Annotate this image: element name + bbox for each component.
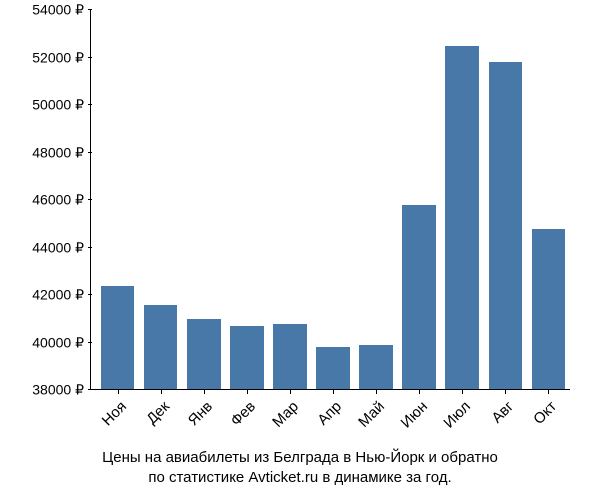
- bar: [273, 324, 307, 391]
- chart-caption: Цены на авиабилеты из Белграда в Нью-Йор…: [10, 448, 590, 489]
- bar: [489, 62, 523, 390]
- chart-container: 38000 ₽ 40000 ₽ 42000 ₽ 44000 ₽ 46000 ₽ 48000…: [0, 0, 600, 500]
- bar: [316, 347, 350, 390]
- x-tick-label: Апр: [314, 398, 345, 429]
- axis-line-x: [90, 389, 570, 390]
- plot-area: 38000 ₽40000 ₽42000 ₽44000 ₽46000 ₽48000…: [90, 10, 570, 390]
- x-tick-mark: [290, 390, 291, 394]
- bar-slot: Авг: [484, 10, 527, 390]
- bar-slot: Фев: [225, 10, 268, 390]
- y-tick-label: 38000 ₽: [32, 382, 84, 399]
- x-tick-label: Май: [355, 398, 388, 431]
- x-tick-mark: [376, 390, 377, 394]
- bars-region: НояДекЯнвФевМарАпрМайИюнИюлАвгОкт: [90, 10, 570, 390]
- y-tick-label: 44000 ₽: [32, 239, 84, 256]
- bar-slot: Янв: [182, 10, 225, 390]
- bar-slot: Июн: [398, 10, 441, 390]
- bar: [402, 205, 436, 390]
- x-tick-label: Янв: [185, 398, 216, 429]
- x-tick-label: Окт: [531, 398, 561, 428]
- bar: [101, 286, 135, 391]
- y-tick-label: 50000 ₽: [32, 97, 84, 114]
- bar-slot: Мар: [268, 10, 311, 390]
- x-tick-mark: [462, 390, 463, 394]
- y-tick-label: 42000 ₽: [32, 287, 84, 304]
- bar: [144, 305, 178, 391]
- x-tick-mark: [333, 390, 334, 394]
- x-tick-label: Дек: [143, 398, 173, 428]
- y-tick-label: 52000 ₽: [32, 49, 84, 66]
- y-tick-label: 54000 ₽: [32, 2, 84, 19]
- x-tick-label: Июн: [398, 398, 431, 431]
- bar-slot: Окт: [527, 10, 570, 390]
- x-tick-mark: [161, 390, 162, 394]
- bar-slot: Ноя: [96, 10, 139, 390]
- x-tick-mark: [204, 390, 205, 394]
- x-tick-mark: [118, 390, 119, 394]
- bar-slot: Апр: [311, 10, 354, 390]
- bar: [187, 319, 221, 390]
- bar-slot: Июл: [441, 10, 484, 390]
- caption-line-1: Цены на авиабилеты из Белграда в Нью-Йор…: [30, 448, 570, 468]
- bar-slot: Май: [355, 10, 398, 390]
- x-tick-label: Фев: [227, 398, 259, 430]
- x-tick-label: Июл: [441, 398, 475, 432]
- x-tick-mark: [247, 390, 248, 394]
- y-axis: 38000 ₽40000 ₽42000 ₽44000 ₽46000 ₽48000…: [10, 10, 88, 390]
- x-tick-mark: [419, 390, 420, 394]
- y-tick-label: 40000 ₽: [32, 334, 84, 351]
- y-tick-label: 46000 ₽: [32, 192, 84, 209]
- x-tick-mark: [505, 390, 506, 394]
- x-tick-label: Мар: [269, 398, 302, 431]
- bar: [359, 345, 393, 390]
- caption-line-2: по статистике Avticket.ru в динамике за …: [30, 468, 570, 488]
- bar-slot: Дек: [139, 10, 182, 390]
- bar: [532, 229, 566, 391]
- x-tick-label: Авг: [489, 398, 518, 427]
- x-tick-mark: [548, 390, 549, 394]
- bar: [445, 46, 479, 390]
- x-tick-label: Ноя: [98, 398, 129, 429]
- y-tick-label: 48000 ₽: [32, 144, 84, 161]
- bar: [230, 326, 264, 390]
